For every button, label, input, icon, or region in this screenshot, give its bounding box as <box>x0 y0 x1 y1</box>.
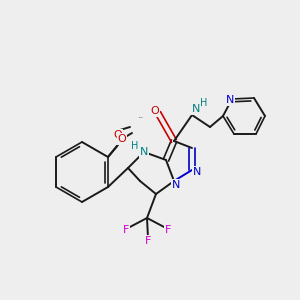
Text: F: F <box>165 225 171 235</box>
Text: O: O <box>114 130 122 140</box>
Text: H: H <box>131 141 139 151</box>
Text: O: O <box>151 106 159 116</box>
Text: F: F <box>145 236 151 246</box>
Text: N: N <box>226 95 234 105</box>
Text: O: O <box>118 134 126 144</box>
Text: methyl: methyl <box>139 116 143 118</box>
Text: F: F <box>123 225 129 235</box>
Text: N: N <box>172 180 180 190</box>
Text: H: H <box>200 98 208 108</box>
Text: N: N <box>192 104 200 114</box>
Text: N: N <box>193 167 201 177</box>
Text: N: N <box>140 147 148 157</box>
